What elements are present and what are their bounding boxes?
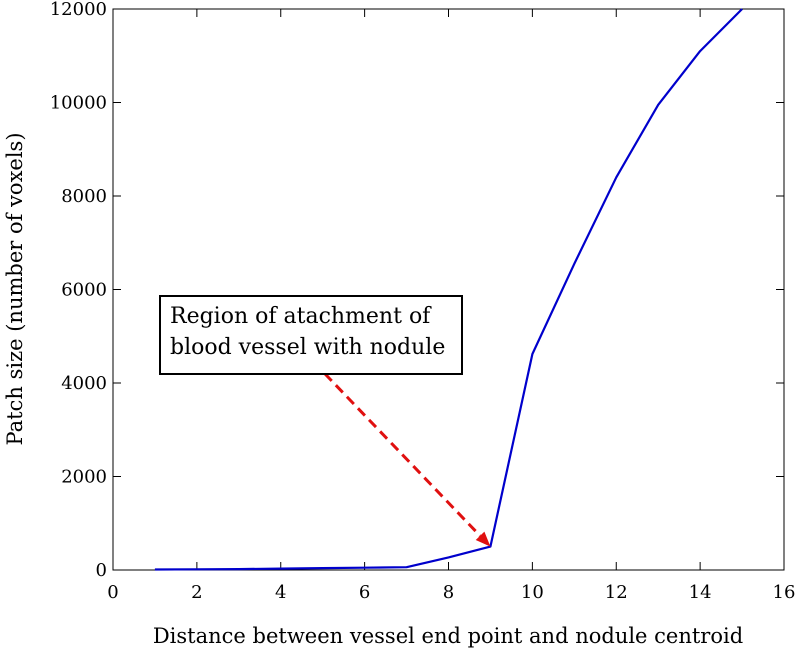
y-tick-label: 0: [96, 560, 107, 581]
plot-frame: [112, 8, 785, 571]
y-tick-label: 2000: [61, 467, 107, 488]
x-tick-label: 0: [107, 582, 118, 603]
y-tick-label: 12000: [50, 0, 107, 20]
annotation: Region of atachment of blood vessel with …: [159, 295, 491, 547]
x-tick-label: 4: [275, 582, 286, 603]
x-tick-label: 14: [689, 582, 712, 603]
y-tick-label: 10000: [50, 93, 107, 114]
x-tick-label: 16: [773, 582, 796, 603]
x-tick-label: 2: [191, 582, 202, 603]
x-tick-label: 8: [443, 582, 454, 603]
x-tick-label: 6: [359, 582, 370, 603]
annotation-text-line: Region of atachment of: [170, 304, 432, 329]
axis-ticks: [112, 8, 785, 571]
annotation-text-line: blood vessel with nodule: [170, 335, 445, 360]
annotation-arrowhead: [475, 531, 491, 547]
tick-labels: 0 2 4 6 8 10 12 14 16 0 2000 4000 6000 8000 10000 12000: [50, 0, 796, 603]
series-line: [154, 8, 743, 571]
annotation-arrow-shaft: [323, 372, 482, 537]
series-layer: [154, 8, 743, 571]
annotation-box: [159, 295, 463, 375]
x-tick-label: 12: [605, 582, 628, 603]
y-tick-label: 8000: [61, 186, 107, 207]
x-tick-label: 10: [521, 582, 544, 603]
y-tick-label: 6000: [61, 280, 107, 301]
y-tick-label: 4000: [61, 373, 107, 394]
y-axis-label: Patch size (number of voxels): [3, 132, 27, 445]
x-axis-label: Distance between vessel end point and no…: [153, 624, 743, 648]
